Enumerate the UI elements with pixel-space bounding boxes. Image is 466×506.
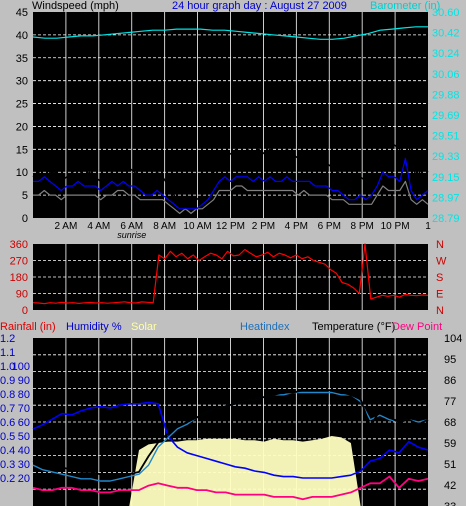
windspeed-tick-label: 45 <box>16 7 28 19</box>
humidity-tick-label: 60 <box>18 417 30 429</box>
humidity-tick-label: 20 <box>18 473 30 485</box>
legend-solar: Solar <box>131 321 157 333</box>
time-tick-label: 10 PM <box>381 221 410 232</box>
humidity-tick-label: 30 <box>18 459 30 471</box>
legend-temperature: Temperature (°F) <box>312 321 396 333</box>
rainfall-tick-label: 1.1 <box>0 347 15 359</box>
barometer-tick-label: 30.60 <box>432 7 460 19</box>
wind-barometer-chart: 45 40 35 30 25 20 15 10 5 0 30.60 30.42 30.24 30.06 29… <box>16 7 460 238</box>
humidity-tick-label: 70 <box>18 403 30 415</box>
barometer-tick-label: 29.51 <box>432 131 460 143</box>
time-tick-label: 1 <box>425 221 431 232</box>
solar-area <box>33 436 428 506</box>
time-tick-label: 2 PM <box>252 221 275 232</box>
temperature-tick-label: 51 <box>444 459 456 471</box>
direction-tick-label: 270 <box>10 256 28 268</box>
humidity-tick-label: 40 <box>18 445 30 457</box>
windspeed-tick-label: 0 <box>22 213 28 225</box>
rainfall-tick-label: 0.4 <box>0 445 15 457</box>
barometer-axis-title: Barometer (in) <box>370 0 441 12</box>
windspeed-tick-label: 40 <box>16 30 28 42</box>
rainfall-tick-label: 1.2 <box>0 334 15 345</box>
time-tick-label: 6 AM <box>120 221 143 232</box>
barometer-tick-label: 30.24 <box>432 48 460 60</box>
direction-tick-label: 360 <box>10 239 28 251</box>
barometer-tick-label: 29.15 <box>432 172 460 184</box>
temperature-tick-label: 95 <box>444 354 456 366</box>
rainfall-tick-label: 0.2 <box>0 473 15 485</box>
humidity-tick-label: 90 <box>18 375 30 387</box>
barometer-tick-label: 29.88 <box>432 89 460 101</box>
time-tick-label: 4 AM <box>87 221 110 232</box>
time-tick-label: 6 PM <box>318 221 341 232</box>
wind-direction-line <box>32 243 429 305</box>
temp-humidity-chart: 1.2 1.1 1.0 0.9 0.8 0.7 0.6 0.5 0.4 0.3 0.2 100 90 80… <box>0 334 462 506</box>
rainfall-tick-label: 0.6 <box>0 417 15 429</box>
compass-tick-label: W <box>436 256 447 268</box>
barometer-tick-label: 28.79 <box>432 213 460 225</box>
time-tick-label: 8 AM <box>153 221 176 232</box>
legend-heatindex: Heatindex <box>240 321 290 333</box>
rainfall-tick-label: 0.9 <box>0 375 15 387</box>
sunrise-annotation: sunrise <box>117 230 146 238</box>
humidity-tick-label: 80 <box>18 389 30 401</box>
barometer-line <box>32 26 428 40</box>
time-tick-label: 12 PM <box>216 221 245 232</box>
humidity-tick-label: 100 <box>12 361 30 373</box>
temperature-tick-label: 77 <box>444 396 456 408</box>
time-tick-label: 2 AM <box>55 221 78 232</box>
rainfall-tick-label: 0.3 <box>0 459 15 471</box>
wind-gust-line <box>33 157 429 210</box>
windspeed-axis-title: Windspeed (mph) <box>32 0 119 12</box>
barometer-tick-label: 30.06 <box>432 69 460 81</box>
temperature-tick-label: 104 <box>444 334 462 345</box>
compass-tick-label: E <box>436 289 443 301</box>
windspeed-line <box>32 107 429 206</box>
temperature-tick-label: 86 <box>444 375 456 387</box>
windspeed-tick-label: 20 <box>16 121 28 133</box>
time-tick-label: 4 PM <box>285 221 308 232</box>
windspeed-tick-label: 30 <box>16 76 28 88</box>
humidity-tick-label: 50 <box>18 431 30 443</box>
temperature-tick-label: 68 <box>444 417 456 429</box>
humidity-line <box>32 401 429 479</box>
barometer-tick-label: 30.42 <box>432 28 460 40</box>
rainfall-tick-label: 0.7 <box>0 403 15 415</box>
temperature-tick-label: 42 <box>444 480 456 492</box>
barometer-tick-label: 29.69 <box>432 110 460 122</box>
dewpoint-line <box>32 475 429 501</box>
direction-tick-label: 0 <box>22 305 28 317</box>
rainfall-tick-label: 0.8 <box>0 389 15 401</box>
temperature-line <box>32 389 429 476</box>
barometer-tick-label: 29.33 <box>432 151 460 163</box>
time-tick-label: 8 PM <box>350 221 373 232</box>
legend-dewpoint: Dew Point <box>392 321 443 333</box>
time-tick-label: 10 AM <box>183 221 211 232</box>
wind-average-line <box>33 180 429 214</box>
temperature-tick-label: 59 <box>444 438 456 450</box>
windspeed-tick-label: 25 <box>16 99 28 111</box>
rainfall-tick-label: 0.5 <box>0 431 15 443</box>
windspeed-tick-label: 5 <box>22 190 28 202</box>
compass-tick-label: N <box>436 239 444 251</box>
direction-tick-label: 180 <box>10 272 28 284</box>
rainfall-tick-label: 1.0 <box>0 361 15 373</box>
windspeed-tick-label: 35 <box>16 53 28 65</box>
graph-title: 24 hour graph day : August 27 2009 <box>172 0 347 12</box>
windspeed-tick-label: 10 <box>16 167 28 179</box>
barometer-tick-label: 28.97 <box>432 192 460 204</box>
direction-tick-label: 90 <box>16 289 28 301</box>
legend-rainfall: Rainfall (in) <box>0 321 56 333</box>
temperature-tick-label: 33 <box>444 501 456 506</box>
compass-tick-label: S <box>436 272 443 284</box>
windspeed-tick-label: 15 <box>16 144 28 156</box>
legend-humidity: Humidity % <box>66 321 122 333</box>
compass-tick-label: N <box>436 305 444 317</box>
